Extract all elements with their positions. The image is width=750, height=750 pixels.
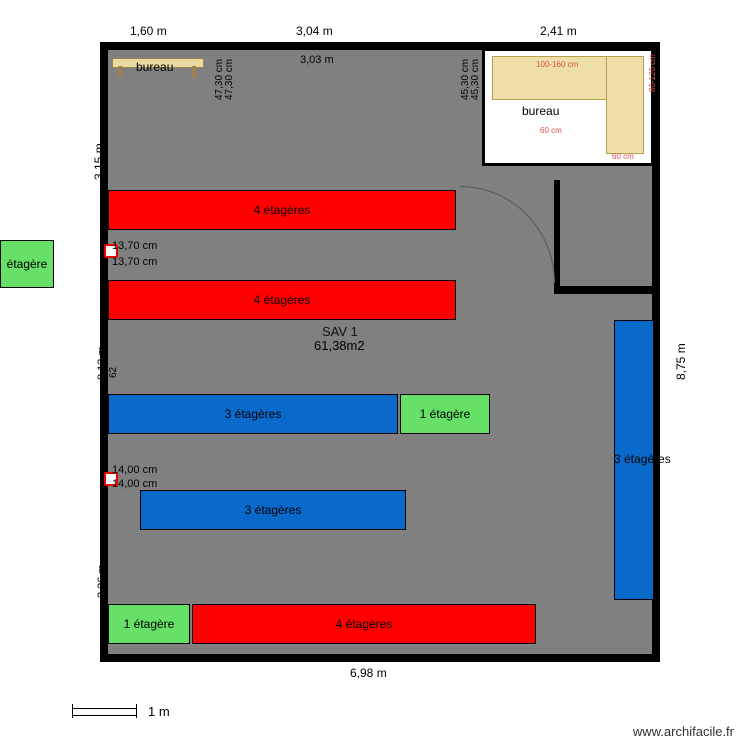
gap-2a: 14,00 cm bbox=[112, 464, 157, 476]
room-area: 61,38m2 bbox=[314, 338, 365, 353]
partition-stub bbox=[554, 180, 560, 292]
dim-62: 62 bbox=[108, 367, 119, 378]
scale-bar bbox=[72, 708, 136, 716]
shelf-clipped: étagère bbox=[0, 240, 54, 288]
dim-inner-303: 3,03 m bbox=[300, 54, 334, 66]
floorplan-canvas: bureau bureau 100-160 cm 80-120 cm 60 cm… bbox=[0, 0, 750, 750]
dim-left-3-15: 3,15 m bbox=[92, 143, 106, 180]
dim-top-3: 2,41 m bbox=[540, 24, 577, 38]
partition bbox=[554, 286, 654, 294]
desk-right-a1: 80-120 cm bbox=[648, 54, 657, 92]
scale-cap-r bbox=[136, 704, 137, 718]
desk-right-a2: 60 cm bbox=[540, 126, 562, 135]
wall-bottom bbox=[100, 654, 660, 662]
shelf-4b-label: 4 étagères bbox=[254, 293, 311, 307]
dim-2-26: 2,26 m bbox=[96, 564, 108, 598]
attribution: www.archifacile.fr bbox=[633, 724, 734, 739]
desk-right-a3: 60 cm bbox=[612, 152, 634, 161]
desk-right-side bbox=[606, 56, 644, 154]
shelf-3a: 3 étagères bbox=[108, 394, 398, 434]
shelf-4a-label: 4 étagères bbox=[254, 203, 311, 217]
shelf-3b: 3 étagères bbox=[140, 490, 406, 530]
dim-top-2: 3,04 m bbox=[296, 24, 333, 38]
shelf-4c: 4 étagères bbox=[192, 604, 536, 644]
shelf-clipped-label: étagère bbox=[7, 257, 48, 271]
dim-inner-4530a: 45,30 cm bbox=[470, 59, 481, 100]
dim-8-13: 8,13 m bbox=[96, 346, 108, 380]
shelf-1a-label: 1 étagère bbox=[420, 407, 471, 421]
shelf-4b: 4 étagères bbox=[108, 280, 456, 320]
desk-right-a0: 100-160 cm bbox=[536, 60, 578, 69]
shelf-1a: 1 étagère bbox=[400, 394, 490, 434]
shelf-4c-label: 4 étagères bbox=[336, 617, 393, 631]
shelf-1b: 1 étagère bbox=[108, 604, 190, 644]
dim-top-1: 1,60 m bbox=[130, 24, 167, 38]
dim-bottom: 6,98 m bbox=[350, 666, 387, 680]
shelf-3a-label: 3 étagères bbox=[225, 407, 282, 421]
gap-1a: 13,70 cm bbox=[112, 240, 157, 252]
dim-inner-4730b: 47,30 cm bbox=[224, 59, 235, 100]
desk-left-label: bureau bbox=[136, 60, 173, 74]
scale-label: 1 m bbox=[148, 704, 170, 719]
gap-1b: 13,70 cm bbox=[112, 256, 157, 268]
dim-inner-4530b: 45,30 cm bbox=[460, 59, 471, 100]
room-name: SAV 1 bbox=[322, 324, 358, 339]
dim-right-8-75: 8,75 m bbox=[674, 343, 688, 380]
shelf-4a: 4 étagères bbox=[108, 190, 456, 230]
shelf-3c-label: 3 étagères bbox=[614, 452, 694, 466]
shelf-3b-label: 3 étagères bbox=[245, 503, 302, 517]
shelf-1b-label: 1 étagère bbox=[124, 617, 175, 631]
desk-right-label: bureau bbox=[522, 104, 559, 118]
gap-2b: 14,00 cm bbox=[112, 478, 157, 490]
